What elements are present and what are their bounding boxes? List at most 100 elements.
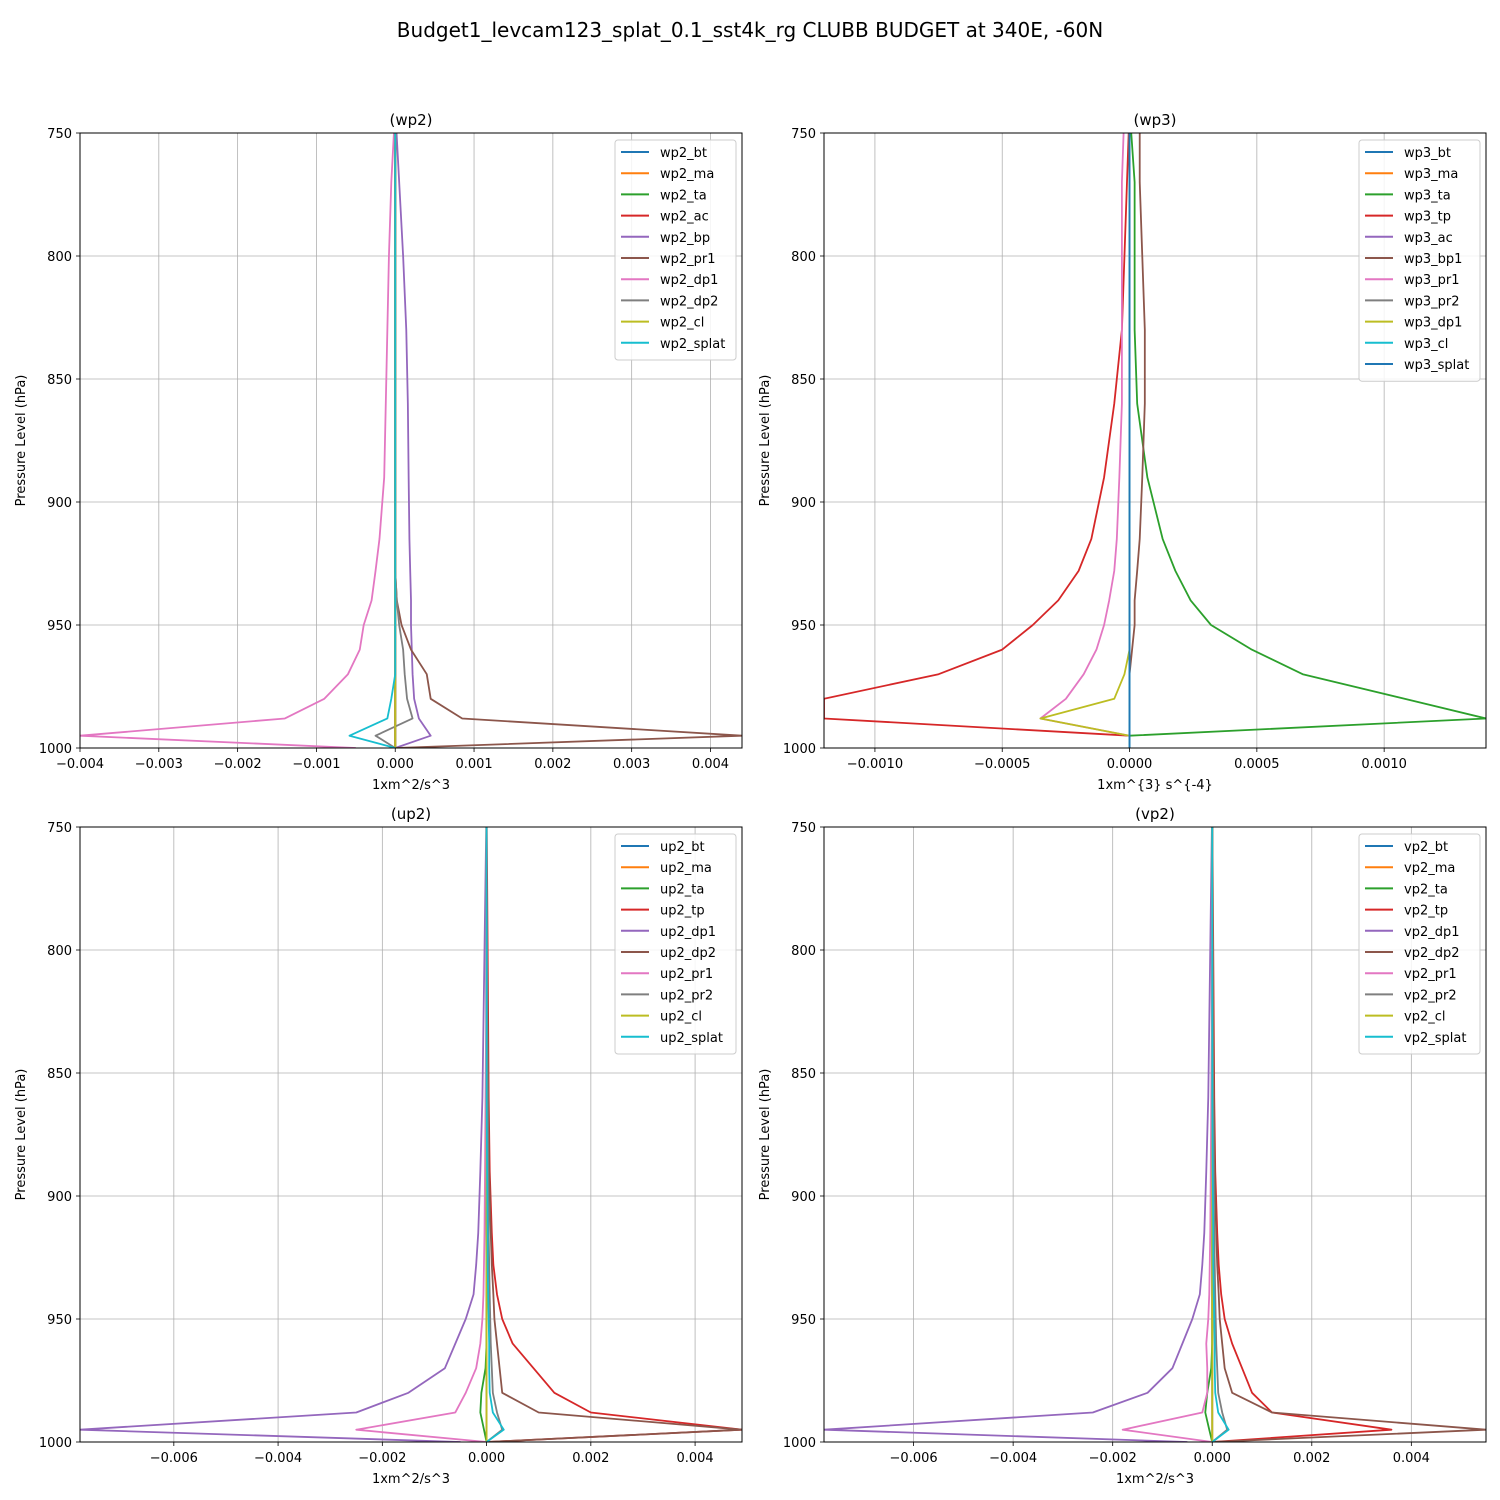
legend-entry-wp3_ta: wp3_ta xyxy=(1404,188,1451,203)
chart-panel-3: (up2) −0.006 −0.004 −0.002 0.000 0.002 0.004 75… xyxy=(14,805,743,1487)
y-axis-label: Pressure Level (hPa) xyxy=(14,375,29,507)
legend-entry-wp3_ma: wp3_ma xyxy=(1404,167,1458,182)
series-line-wp2_bp xyxy=(394,133,432,748)
axes-frame xyxy=(79,826,743,1443)
legend-entry-wp3_pr2: wp3_pr2 xyxy=(1404,294,1460,309)
x-tick-label: 0.002 xyxy=(572,1451,609,1466)
y-tick-label: 800 xyxy=(791,944,816,959)
y-tick-label: 750 xyxy=(791,821,816,836)
y-tick-label: 1000 xyxy=(783,742,816,757)
y-tick-label: 950 xyxy=(47,619,72,634)
legend: wp2_bt wp2_ma wp2_ta wp2_ac wp2_bp wp2_pr1 wp2… xyxy=(614,139,737,361)
x-tick-label: −0.004 xyxy=(254,1451,302,1466)
legend-entry-wp2_bt: wp2_bt xyxy=(660,146,707,161)
series-line-wp3_ta xyxy=(1128,133,1486,748)
y-tick-label: 900 xyxy=(47,496,72,511)
legend-entry-wp2_pr1: wp2_pr1 xyxy=(660,252,716,267)
x-tick-label: −0.003 xyxy=(135,757,183,772)
series-line-wp3_tp xyxy=(824,133,1131,748)
panel-title: (vp2) xyxy=(1135,805,1175,823)
legend-entry-wp3_ac: wp3_ac xyxy=(1404,231,1453,246)
series-lines xyxy=(824,133,1486,748)
legend-entry-wp3_cl: wp3_cl xyxy=(1404,337,1448,352)
y-tick-label: 800 xyxy=(47,250,72,265)
legend-entry-up2_pr1: up2_pr1 xyxy=(660,967,713,982)
y-axis-label: Pressure Level (hPa) xyxy=(758,375,773,507)
x-axis-label: 1xm^2/s^3 xyxy=(372,1472,450,1487)
y-tick-label: 950 xyxy=(791,1313,816,1328)
series-lines xyxy=(824,827,1486,1442)
x-tick-label: 0.002 xyxy=(534,757,571,772)
x-tick-label: −0.006 xyxy=(890,1451,938,1466)
x-tick-label: −0.001 xyxy=(292,757,340,772)
y-tick-label: 950 xyxy=(47,1313,72,1328)
y-tick-label: 1000 xyxy=(39,1436,72,1451)
series-lines xyxy=(80,827,742,1442)
legend: wp3_bt wp3_ma wp3_ta wp3_tp wp3_ac wp3_bp1 wp3… xyxy=(1358,139,1481,382)
x-tick-label: −0.004 xyxy=(56,757,104,772)
series-line-vp2_splat xyxy=(1211,827,1230,1442)
x-tick-label: 0.003 xyxy=(613,757,650,772)
legend-entry-vp2_dp1: vp2_dp1 xyxy=(1404,925,1460,940)
y-tick-label: 800 xyxy=(791,250,816,265)
figure-title: Budget1_levcam123_splat_0.1_sst4k_rg CLU… xyxy=(397,18,1103,42)
legend: up2_bt up2_ma up2_ta up2_tp up2_dp1 up2_dp2up… xyxy=(614,833,737,1055)
y-tick-label: 800 xyxy=(47,944,72,959)
legend-entry-wp3_tp: wp3_tp xyxy=(1404,210,1451,225)
legend-entry-wp3_splat: wp3_splat xyxy=(1404,358,1469,373)
legend-entry-up2_dp1: up2_dp1 xyxy=(660,925,716,940)
panel-title: (wp2) xyxy=(389,111,432,129)
legend-entry-wp2_ta: wp2_ta xyxy=(660,188,707,203)
legend-entry-vp2_ma: vp2_ma xyxy=(1404,861,1455,876)
y-tick-label: 950 xyxy=(791,619,816,634)
legend: vp2_bt vp2_ma vp2_ta vp2_tp vp2_dp1 vp2_dp2vp… xyxy=(1358,833,1481,1055)
x-tick-label: 0.002 xyxy=(1293,1451,1330,1466)
y-tick-label: 1000 xyxy=(39,742,72,757)
legend-entry-up2_tp: up2_tp xyxy=(660,904,705,919)
series-line-up2_splat xyxy=(485,827,505,1442)
legend-entry-wp3_bt: wp3_bt xyxy=(1404,146,1451,161)
legend-entry-wp3_bp1: wp3_bp1 xyxy=(1404,252,1462,267)
x-tick-label: 0.000 xyxy=(468,1451,505,1466)
legend-entry-wp2_dp2: wp2_dp2 xyxy=(660,294,718,309)
x-tick-label: 0.004 xyxy=(1393,1451,1430,1466)
series-line-up2_dp1 xyxy=(80,827,488,1442)
x-tick-label: 0.0000 xyxy=(1107,757,1153,772)
y-tick-label: 750 xyxy=(791,127,816,142)
x-tick-label: 0.000 xyxy=(377,757,414,772)
legend-entry-up2_ta: up2_ta xyxy=(660,882,704,897)
legend-entry-up2_ma: up2_ma xyxy=(660,861,712,876)
legend-entry-up2_cl: up2_cl xyxy=(660,1010,702,1025)
y-tick-label: 1000 xyxy=(783,1436,816,1451)
legend-entry-wp2_cl: wp2_cl xyxy=(660,316,704,331)
y-axis-label: Pressure Level (hPa) xyxy=(758,1069,773,1201)
legend-entry-vp2_splat: vp2_splat xyxy=(1404,1031,1466,1046)
axes-frame xyxy=(823,826,1487,1443)
x-axis-label: 1xm^2/s^3 xyxy=(1116,1472,1194,1487)
x-tick-label: 0.004 xyxy=(676,1451,713,1466)
series-line-wp2_dp1 xyxy=(80,133,395,748)
y-tick-label: 850 xyxy=(791,1067,816,1082)
x-tick-label: −0.006 xyxy=(150,1451,198,1466)
legend-entry-vp2_bt: vp2_bt xyxy=(1404,840,1448,855)
x-tick-label: 0.0005 xyxy=(1234,757,1280,772)
legend-entry-vp2_cl: vp2_cl xyxy=(1404,1010,1445,1025)
x-tick-label: 0.004 xyxy=(692,757,729,772)
y-tick-label: 900 xyxy=(47,1190,72,1205)
x-tick-label: 0.000 xyxy=(1194,1451,1231,1466)
legend-entry-wp2_dp1: wp2_dp1 xyxy=(660,273,718,288)
legend-entry-up2_pr2: up2_pr2 xyxy=(660,988,713,1003)
series-line-wp3_pr1 xyxy=(1039,133,1131,748)
x-tick-label: −0.0010 xyxy=(847,757,903,772)
axes-frame xyxy=(79,132,743,749)
chart-panels: (wp2) −0.004 −0.003 −0.002 −0.001 0.000 0.001 0… xyxy=(14,111,1487,1487)
x-tick-label: 0.001 xyxy=(455,757,492,772)
axes-frame xyxy=(823,132,1487,749)
legend-entry-up2_splat: up2_splat xyxy=(660,1031,723,1046)
legend-entry-wp3_dp1: wp3_dp1 xyxy=(1404,316,1462,331)
x-tick-label: −0.002 xyxy=(214,757,262,772)
legend-entry-vp2_dp2: vp2_dp2 xyxy=(1404,946,1460,961)
legend-entry-vp2_pr1: vp2_pr1 xyxy=(1404,967,1457,982)
